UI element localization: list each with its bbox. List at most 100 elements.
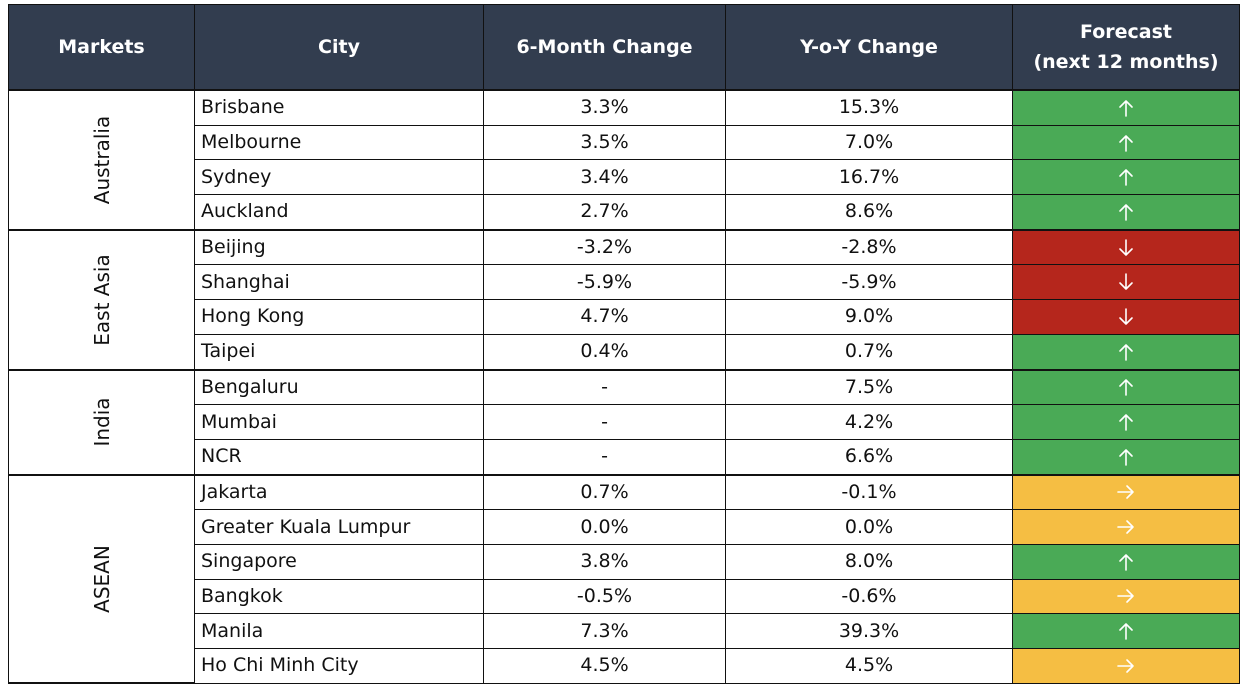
forecast-cell bbox=[1012, 368, 1240, 406]
city-cell: Melbourne bbox=[194, 124, 484, 161]
header-yoy-change: Y-o-Y Change bbox=[725, 4, 1013, 91]
yoy-cell: 7.5% bbox=[725, 368, 1013, 406]
arrow-right-icon bbox=[1117, 485, 1134, 500]
table-body: Australia Brisbane 3.3% 15.3% Melbourne 3.5% 7… bbox=[8, 88, 1240, 684]
yoy-cell: -0.1% bbox=[725, 473, 1013, 511]
arrow-up-icon bbox=[1119, 379, 1133, 397]
forecast-cell bbox=[1012, 299, 1240, 335]
table-row: Bangkok -0.5% -0.6% bbox=[9, 578, 1240, 615]
arrow-up-icon bbox=[1119, 169, 1133, 187]
city-cell: Shanghai bbox=[194, 264, 484, 301]
six-month-cell: 2.7% bbox=[483, 194, 726, 231]
arrow-up-icon bbox=[1119, 553, 1133, 571]
yoy-cell: 16.7% bbox=[725, 159, 1013, 196]
city-cell: Greater Kuala Lumpur bbox=[194, 509, 484, 545]
yoy-cell: 0.0% bbox=[725, 509, 1013, 545]
table-row: Auckland 2.7% 8.6% bbox=[9, 194, 1240, 231]
table-row: Melbourne 3.5% 7.0% bbox=[9, 124, 1240, 161]
forecast-cell bbox=[1012, 159, 1240, 196]
six-month-cell: -0.5% bbox=[483, 578, 726, 615]
header-forecast-line1: Forecast bbox=[1080, 21, 1172, 43]
market-cell: Australia bbox=[8, 89, 195, 231]
yoy-cell: 7.0% bbox=[725, 124, 1013, 161]
forecast-cell bbox=[1012, 648, 1240, 684]
six-month-cell: 3.4% bbox=[483, 159, 726, 196]
arrow-up-icon bbox=[1119, 414, 1133, 431]
header-forecast-line2: (next 12 months) bbox=[1033, 51, 1219, 73]
forecast-cell bbox=[1012, 578, 1240, 615]
arrow-up-icon bbox=[1119, 448, 1133, 466]
city-cell: Singapore bbox=[194, 543, 484, 580]
forecast-cell bbox=[1012, 228, 1240, 266]
market-cell: East Asia bbox=[8, 228, 195, 371]
arrow-right-icon bbox=[1117, 659, 1134, 673]
city-cell: Manila bbox=[194, 613, 484, 649]
arrow-down-icon bbox=[1119, 273, 1133, 291]
yoy-cell: 39.3% bbox=[725, 613, 1013, 649]
table-row: NCR -6.6% bbox=[9, 438, 1240, 476]
city-cell: Hong Kong bbox=[194, 299, 484, 335]
table-row: Australia Brisbane 3.3% 15.3% bbox=[8, 88, 1240, 231]
market-cell: India bbox=[8, 368, 195, 476]
header-six-month-change: 6-Month Change bbox=[483, 4, 726, 91]
forecast-cell bbox=[1012, 613, 1240, 649]
market-label: ASEAN bbox=[89, 545, 114, 613]
table-row: India Bengaluru -7.5% bbox=[8, 368, 1240, 476]
forecast-cell bbox=[1012, 124, 1240, 161]
six-month-cell: - bbox=[483, 404, 726, 440]
forecast-cell bbox=[1012, 88, 1240, 126]
six-month-cell: 3.5% bbox=[483, 124, 726, 161]
city-cell: NCR bbox=[194, 438, 484, 476]
forecast-cell bbox=[1012, 509, 1240, 545]
six-month-cell: 3.3% bbox=[483, 88, 726, 126]
table-row: East Asia Beijing -3.2% -2.8% bbox=[8, 228, 1240, 371]
city-cell: Beijing bbox=[194, 228, 484, 266]
header-forecast: Forecast (next 12 months) bbox=[1012, 4, 1240, 91]
table-row: Greater Kuala Lumpur 0.0% 0.0% bbox=[9, 509, 1240, 545]
six-month-cell: -5.9% bbox=[483, 264, 726, 301]
table-header: Markets City 6-Month Change Y-o-Y Change… bbox=[8, 4, 1240, 91]
yoy-cell: 9.0% bbox=[725, 299, 1013, 335]
yoy-cell: 4.2% bbox=[725, 404, 1013, 440]
arrow-right-icon bbox=[1117, 589, 1134, 604]
city-cell: Auckland bbox=[194, 194, 484, 231]
city-cell: Taipei bbox=[194, 333, 484, 371]
six-month-cell: 0.0% bbox=[483, 509, 726, 545]
forecast-cell bbox=[1012, 194, 1240, 231]
arrow-down-icon bbox=[1119, 238, 1133, 256]
market-cell: ASEAN bbox=[8, 473, 195, 684]
city-cell: Jakarta bbox=[194, 473, 484, 511]
city-cell: Mumbai bbox=[194, 404, 484, 440]
yoy-cell: -0.6% bbox=[725, 578, 1013, 615]
arrow-up-icon bbox=[1119, 204, 1133, 221]
arrow-up-icon bbox=[1119, 343, 1133, 361]
market-label: India bbox=[89, 397, 114, 447]
forecast-cell bbox=[1012, 404, 1240, 440]
city-cell: Brisbane bbox=[194, 88, 484, 126]
six-month-cell: 0.4% bbox=[483, 333, 726, 371]
city-cell: Ho Chi Minh City bbox=[194, 648, 484, 684]
arrow-right-icon bbox=[1117, 520, 1134, 534]
yoy-cell: 0.7% bbox=[725, 333, 1013, 371]
six-month-cell: - bbox=[483, 438, 726, 476]
yoy-cell: -5.9% bbox=[725, 264, 1013, 301]
arrow-down-icon bbox=[1119, 308, 1133, 325]
six-month-cell: -3.2% bbox=[483, 228, 726, 266]
yoy-cell: -2.8% bbox=[725, 228, 1013, 266]
city-cell: Bangkok bbox=[194, 578, 484, 615]
arrow-up-icon bbox=[1119, 134, 1133, 152]
six-month-cell: - bbox=[483, 368, 726, 406]
market-label: East Asia bbox=[89, 253, 114, 346]
header-markets: Markets bbox=[8, 4, 195, 91]
table-row: Sydney 3.4% 16.7% bbox=[9, 159, 1240, 196]
header-city: City bbox=[194, 4, 484, 91]
arrow-up-icon bbox=[1119, 623, 1133, 640]
city-cell: Sydney bbox=[194, 159, 484, 196]
yoy-cell: 8.6% bbox=[725, 194, 1013, 231]
six-month-cell: 4.7% bbox=[483, 299, 726, 335]
yoy-cell: 6.6% bbox=[725, 438, 1013, 476]
table-row: Hong Kong 4.7% 9.0% bbox=[9, 299, 1240, 335]
market-label: Australia bbox=[89, 115, 114, 205]
forecast-cell bbox=[1012, 543, 1240, 580]
six-month-cell: 7.3% bbox=[483, 613, 726, 649]
